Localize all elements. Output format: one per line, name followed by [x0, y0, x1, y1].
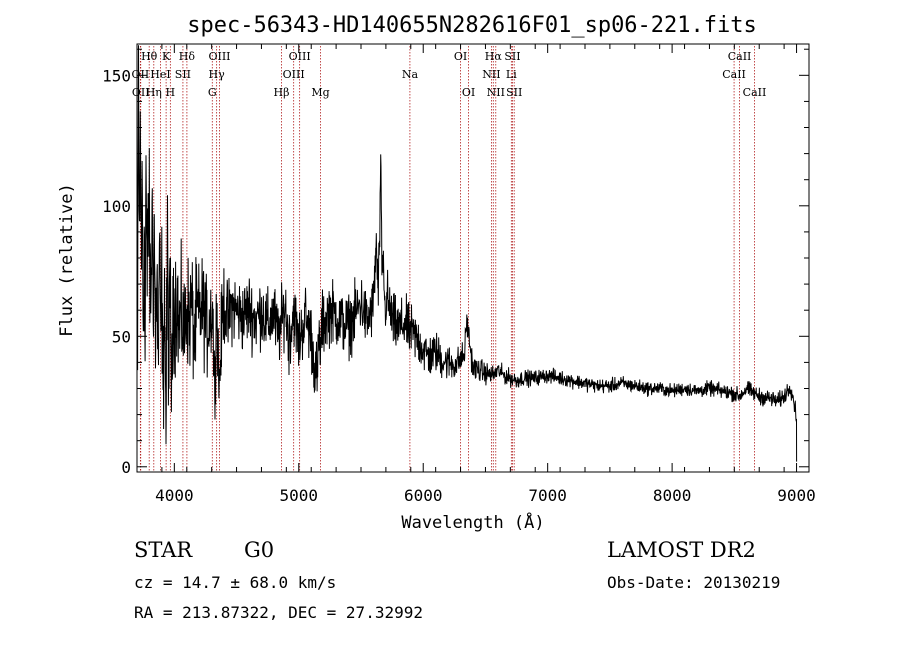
spectral-line-label: H [166, 86, 176, 99]
spectral-line-label: Mg [311, 86, 329, 99]
spectral-line-label: SII [504, 50, 520, 63]
coordinates-text: RA = 213.87322, DEC = 27.32992 [134, 603, 423, 622]
y-tick-label: 50 [112, 327, 131, 346]
spectrum-line [137, 45, 798, 462]
y-axis-ticks: 0 50 100 150 [102, 48, 809, 477]
y-tick-label: 150 [102, 66, 131, 85]
spectral-line-label: CaII [743, 86, 767, 99]
x-tick-label: 6000 [404, 486, 443, 505]
spectral-line-label: Li [506, 68, 517, 81]
survey-label: LAMOST DR2 [607, 538, 756, 562]
spectral-line-label: Hη [146, 86, 162, 99]
spectral-line-markers [139, 46, 755, 472]
spectral-line-label: Na [402, 68, 419, 81]
x-tick-label: 9000 [777, 486, 816, 505]
spectral-line-label: CaII [728, 50, 752, 63]
x-tick-label: 7000 [528, 486, 567, 505]
spectral-line-label: NII [482, 68, 500, 81]
plot-frame [136, 43, 810, 473]
spectral-line-label: OI [462, 86, 475, 99]
spectral-line-label: K [162, 50, 171, 63]
spectral-line-label: G [208, 86, 217, 99]
spectral-line-label: Hα [485, 50, 503, 63]
spectral-line-label: OI [454, 50, 467, 63]
x-tick-label: 8000 [653, 486, 692, 505]
x-axis-label: Wavelength (Å) [401, 511, 544, 533]
y-axis-label: Flux (relative) [57, 183, 77, 337]
chart-title: spec-56343-HD140655N282616F01_sp06-221.f… [187, 13, 757, 38]
spectral-line-label: HeI [150, 68, 170, 81]
y-tick-label: 100 [102, 197, 131, 216]
object-type-label: STAR [134, 538, 193, 562]
spectral-line-label: Hθ [141, 50, 158, 63]
y-tick-label: 0 [121, 458, 131, 477]
spectral-line-label: OIII [289, 50, 311, 63]
observation-date-text: Obs-Date: 20130219 [607, 573, 781, 592]
spectral-line-label: Hδ [179, 50, 196, 63]
spectral-line-label: Hγ [209, 68, 226, 81]
spectral-line-label: OII [132, 68, 150, 81]
spectral-line-label: OII [132, 86, 150, 99]
x-axis-ticks: 4000 5000 6000 7000 8000 9000 [136, 44, 816, 505]
spectral-line-label: CaII [722, 68, 746, 81]
spectral-class-label: G0 [244, 538, 275, 562]
spectral-line-label: SII [506, 86, 522, 99]
spectral-line-label: NII [487, 86, 505, 99]
x-tick-label: 5000 [280, 486, 319, 505]
spectral-line-label: OIII [208, 50, 230, 63]
spectral-line-label: Hβ [274, 86, 290, 99]
x-tick-label: 4000 [155, 486, 194, 505]
spectral-line-label: OIII [283, 68, 305, 81]
spectral-line-label: SII [175, 68, 191, 81]
redshift-text: cz = 14.7 ± 68.0 km/s [134, 573, 337, 592]
